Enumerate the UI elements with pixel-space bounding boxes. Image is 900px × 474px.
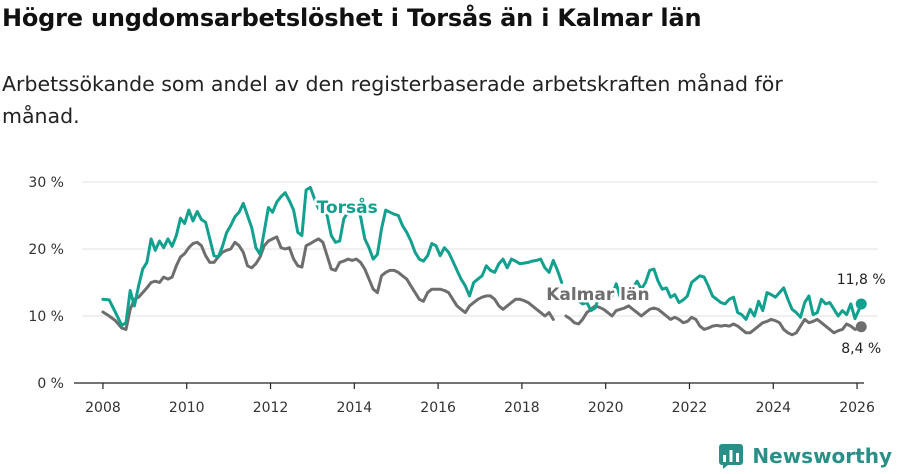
brand-logo: Newsworthy	[718, 440, 892, 472]
x-tick-label: 2012	[253, 400, 289, 416]
x-tick-label: 2008	[85, 400, 121, 416]
x-tick-label: 2014	[336, 400, 372, 416]
series-line-kalmar-continued	[564, 304, 863, 337]
series-label-kalmar: Kalmar län	[546, 285, 649, 305]
x-tick-label: 2018	[504, 400, 540, 416]
x-tick-label: 2020	[588, 400, 624, 416]
line-chart: 0 % 10 % 20 % 30 % 2008 2010 2012 2014 2016 2018…	[28, 175, 886, 416]
chart-title: Högre ungdomsarbetslöshet i Torsås än i …	[2, 4, 702, 32]
end-label-torsas: 11,8 %	[837, 272, 886, 288]
series-label-torsas: Torsås	[317, 196, 378, 218]
x-tick-label: 2016	[420, 400, 456, 416]
y-tick-label: 0 %	[37, 376, 64, 392]
y-tick-label: 10 %	[28, 309, 64, 325]
x-axis: 2008 2010 2012 2014 2016 2018 2020 2022 2024 2026	[74, 382, 875, 416]
chart-subtitle: Arbetssökande som andel av den registerb…	[2, 72, 783, 128]
newsworthy-logo-icon	[719, 444, 744, 469]
x-tick-label: 2022	[672, 400, 708, 416]
series-lines	[101, 185, 867, 337]
brand-name: Newsworthy	[752, 444, 892, 468]
series-line-torsas-continued	[562, 267, 863, 321]
y-tick-label: 30 %	[28, 175, 64, 191]
y-axis-tick-labels: 0 % 10 % 20 % 30 %	[28, 175, 64, 392]
series-line-kalmar	[101, 235, 555, 331]
end-point-torsas	[855, 298, 867, 310]
y-tick-label: 20 %	[28, 242, 64, 258]
end-label-kalmar: 8,4 %	[841, 341, 881, 357]
x-tick-label: 2010	[169, 400, 205, 416]
x-tick-label: 2024	[755, 400, 791, 416]
series-labels: Torsås Kalmar län 11,8 % 8,4 %	[314, 193, 886, 357]
series-line-torsas	[101, 185, 564, 327]
gridlines	[82, 181, 878, 317]
end-point-kalmar	[855, 321, 867, 333]
x-tick-label: 2026	[839, 400, 875, 416]
